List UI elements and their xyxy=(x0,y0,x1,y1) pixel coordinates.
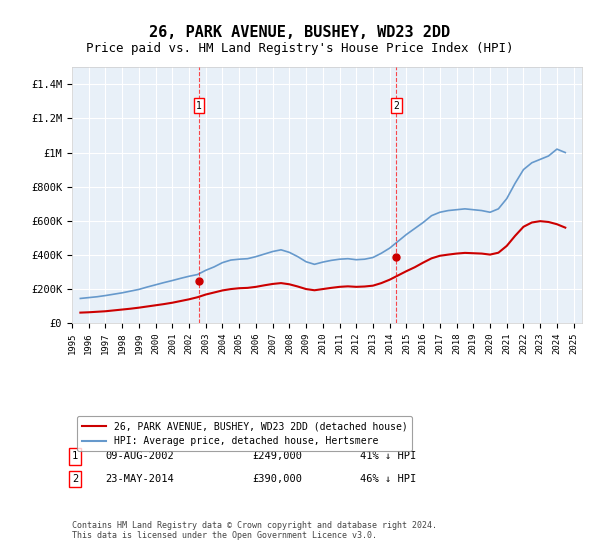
Text: 26, PARK AVENUE, BUSHEY, WD23 2DD: 26, PARK AVENUE, BUSHEY, WD23 2DD xyxy=(149,25,451,40)
Text: 1: 1 xyxy=(72,451,78,461)
Text: 41% ↓ HPI: 41% ↓ HPI xyxy=(360,451,416,461)
Text: £249,000: £249,000 xyxy=(252,451,302,461)
Text: 1: 1 xyxy=(196,101,202,111)
Text: 2: 2 xyxy=(394,101,400,111)
Text: Contains HM Land Registry data © Crown copyright and database right 2024.
This d: Contains HM Land Registry data © Crown c… xyxy=(72,521,437,540)
Legend: 26, PARK AVENUE, BUSHEY, WD23 2DD (detached house), HPI: Average price, detached: 26, PARK AVENUE, BUSHEY, WD23 2DD (detac… xyxy=(77,417,412,451)
Text: 09-AUG-2002: 09-AUG-2002 xyxy=(105,451,174,461)
Text: 46% ↓ HPI: 46% ↓ HPI xyxy=(360,474,416,484)
Text: Price paid vs. HM Land Registry's House Price Index (HPI): Price paid vs. HM Land Registry's House … xyxy=(86,42,514,55)
Text: 2: 2 xyxy=(72,474,78,484)
Text: 23-MAY-2014: 23-MAY-2014 xyxy=(105,474,174,484)
Text: £390,000: £390,000 xyxy=(252,474,302,484)
